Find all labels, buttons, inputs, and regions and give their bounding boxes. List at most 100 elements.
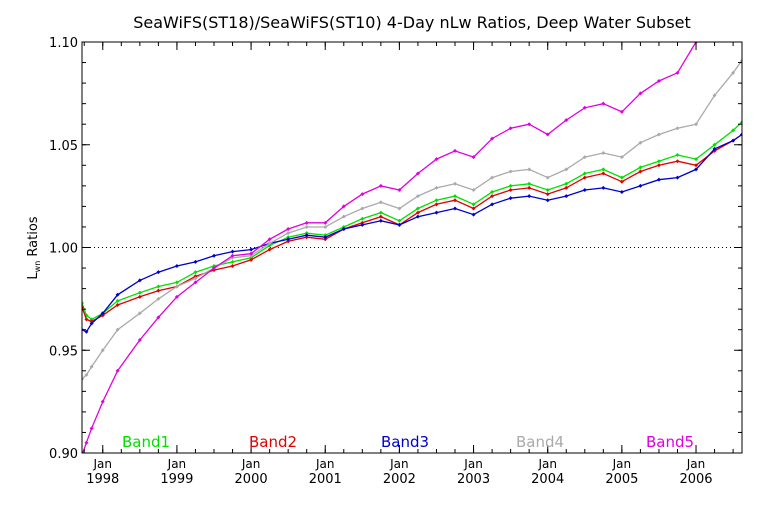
y-axis-label: Lwn Ratios bbox=[26, 216, 42, 279]
data-point bbox=[471, 187, 476, 192]
data-point bbox=[638, 91, 643, 96]
data-point bbox=[601, 167, 606, 172]
data-point bbox=[174, 263, 179, 268]
data-point bbox=[471, 202, 476, 207]
data-point bbox=[378, 214, 383, 219]
data-point bbox=[212, 266, 216, 271]
data-point bbox=[137, 278, 142, 283]
data-point bbox=[84, 329, 89, 334]
data-point bbox=[304, 224, 309, 229]
data-point bbox=[230, 249, 235, 254]
data-point bbox=[230, 259, 235, 264]
data-point bbox=[304, 231, 309, 236]
data-point bbox=[156, 288, 161, 293]
data-point bbox=[286, 235, 291, 240]
data-point bbox=[545, 132, 550, 137]
data-point bbox=[545, 187, 550, 192]
y-tick-label: 0.95 bbox=[49, 344, 78, 359]
data-point bbox=[193, 276, 198, 281]
data-point bbox=[212, 253, 216, 258]
data-point bbox=[304, 233, 309, 238]
x-tick-month-label: Jan bbox=[537, 457, 557, 471]
data-point bbox=[249, 257, 254, 262]
data-point bbox=[84, 440, 89, 445]
data-point bbox=[100, 348, 105, 353]
series-line-band1 bbox=[82, 121, 742, 321]
data-point bbox=[564, 181, 569, 186]
x-tick-year-label: 2005 bbox=[605, 472, 638, 487]
data-point bbox=[193, 280, 198, 285]
legend-label-band1: Band1 bbox=[122, 433, 170, 451]
data-point bbox=[564, 167, 569, 172]
data-point bbox=[286, 237, 291, 242]
data-point bbox=[267, 241, 272, 246]
data-point bbox=[137, 294, 142, 299]
x-tick-year-label: 2000 bbox=[235, 472, 268, 487]
data-point bbox=[582, 171, 587, 176]
data-point bbox=[286, 239, 291, 244]
x-tick-year-label: 2006 bbox=[679, 472, 712, 487]
legend-label-band4: Band4 bbox=[516, 433, 564, 451]
data-point bbox=[193, 270, 198, 275]
y-tick-label: 0.90 bbox=[49, 447, 78, 462]
x-tick-month-label: Jan bbox=[686, 457, 706, 471]
data-point bbox=[638, 140, 643, 145]
data-point bbox=[713, 15, 717, 19]
data-point bbox=[508, 183, 513, 188]
data-point bbox=[694, 122, 699, 127]
data-point bbox=[397, 206, 402, 211]
data-point bbox=[304, 235, 309, 240]
data-point bbox=[675, 153, 680, 158]
data-point bbox=[656, 177, 661, 182]
data-point bbox=[619, 109, 624, 114]
data-point bbox=[731, 3, 735, 7]
y-tick-label: 1.00 bbox=[49, 242, 78, 257]
x-tick-year-label: 2004 bbox=[531, 472, 564, 487]
data-point bbox=[378, 210, 383, 215]
data-point bbox=[115, 298, 120, 303]
data-point bbox=[453, 206, 458, 211]
data-point bbox=[490, 202, 495, 207]
data-point bbox=[508, 187, 513, 192]
data-point bbox=[656, 159, 661, 164]
x-tick-month-label: Jan bbox=[167, 457, 187, 471]
data-point bbox=[415, 171, 420, 176]
x-tick-year-label: 2002 bbox=[383, 472, 416, 487]
data-point bbox=[397, 187, 402, 192]
data-point bbox=[84, 317, 89, 322]
data-point bbox=[341, 214, 346, 219]
data-point bbox=[712, 142, 717, 147]
data-point bbox=[267, 237, 272, 242]
series-clip-group bbox=[80, 3, 742, 457]
data-point bbox=[434, 198, 439, 203]
data-point bbox=[656, 132, 661, 137]
data-point bbox=[619, 155, 624, 160]
data-point bbox=[341, 227, 346, 232]
data-point bbox=[712, 93, 717, 98]
series-line-band5 bbox=[82, 42, 697, 453]
data-point bbox=[508, 126, 513, 131]
data-point bbox=[601, 171, 606, 176]
data-point bbox=[601, 150, 606, 155]
data-point bbox=[174, 280, 179, 285]
data-point bbox=[323, 224, 328, 229]
data-point bbox=[656, 79, 661, 84]
data-point bbox=[397, 218, 402, 223]
data-point bbox=[490, 136, 495, 141]
data-point bbox=[434, 202, 439, 207]
data-point bbox=[100, 311, 105, 316]
data-point bbox=[80, 453, 84, 457]
chart-legend: Band1 Band2 Band3 Band4 Band5 bbox=[122, 433, 694, 451]
data-point bbox=[360, 216, 365, 221]
data-point bbox=[89, 364, 94, 369]
data-point bbox=[471, 212, 476, 217]
x-tick-year-label: 1999 bbox=[160, 472, 193, 487]
data-point bbox=[582, 155, 587, 160]
x-tick-month-label: Jan bbox=[612, 457, 632, 471]
data-point bbox=[545, 198, 550, 203]
data-point bbox=[731, 128, 736, 133]
data-point bbox=[89, 321, 94, 326]
data-point bbox=[137, 311, 142, 316]
data-point bbox=[490, 194, 495, 199]
data-point bbox=[415, 194, 420, 199]
